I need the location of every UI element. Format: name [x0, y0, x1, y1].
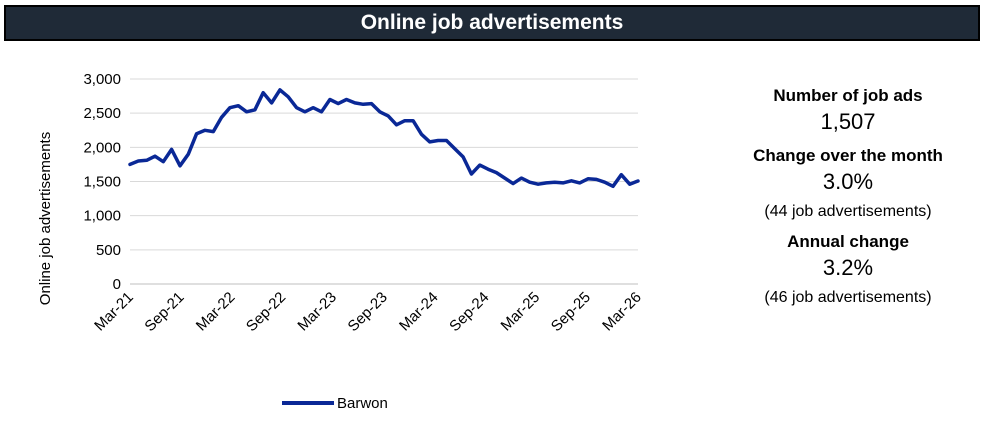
title-banner: Online job advertisements — [4, 5, 980, 41]
legend-label: Barwon — [337, 395, 388, 412]
x-tick-label: Sep-23 — [345, 289, 391, 335]
y-tick-label: 2,500 — [83, 105, 121, 122]
x-tick-label: Sep-21 — [141, 289, 187, 335]
stats-panel: Number of job ads 1,507 Change over the … — [712, 85, 984, 309]
x-tick-label: Mar-21 — [91, 289, 137, 335]
y-tick-label: 0 — [113, 276, 121, 293]
x-tick-label: Mar-23 — [294, 289, 340, 335]
y-axis-title: Online job advertisements — [37, 132, 54, 305]
x-tick-label: Mar-25 — [498, 289, 544, 335]
annual-change-value: 3.2% — [822, 255, 874, 280]
annual-change-label: Annual change — [787, 232, 909, 251]
y-tick-label: 500 — [96, 242, 121, 259]
series-line-barwon — [128, 88, 640, 189]
page-title: Online job advertisements — [360, 11, 624, 34]
annual-change-detail: (46 job advertisements) — [764, 289, 932, 306]
month-change-detail: (44 job advertisements) — [764, 203, 932, 220]
x-tick-label: Sep-24 — [446, 289, 492, 335]
month-change-value: 3.0% — [822, 169, 874, 194]
x-tick-label: Mar-26 — [599, 289, 645, 335]
count-value: 1,507 — [820, 109, 876, 134]
month-change-label: Change over the month — [753, 146, 943, 165]
y-tick-label: 2,000 — [83, 139, 121, 156]
y-tick-label: 1,500 — [83, 174, 121, 191]
x-tick-label: Mar-24 — [396, 289, 442, 335]
x-tick-label: Sep-25 — [548, 289, 594, 335]
x-tick-label: Sep-22 — [243, 289, 289, 335]
x-tick-label: Mar-22 — [193, 289, 239, 335]
count-label: Number of job ads — [773, 86, 923, 105]
y-tick-label: 1,000 — [83, 208, 121, 225]
y-tick-label: 3,000 — [83, 71, 121, 88]
